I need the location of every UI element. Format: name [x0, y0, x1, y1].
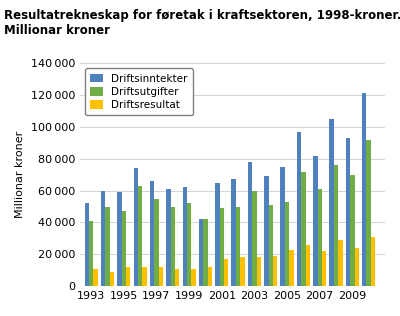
Legend: Driftsinntekter, Driftsutgifter, Driftsresultat: Driftsinntekter, Driftsutgifter, Driftsr…	[85, 69, 193, 115]
Bar	[350, 175, 354, 286]
Bar	[110, 272, 114, 286]
Bar	[175, 269, 180, 286]
Bar	[199, 219, 203, 286]
Bar	[101, 191, 105, 286]
Bar	[154, 198, 159, 286]
Bar	[187, 204, 191, 286]
Bar	[203, 219, 208, 286]
Bar	[252, 191, 257, 286]
Bar	[371, 237, 375, 286]
Bar	[289, 250, 294, 286]
Bar	[138, 186, 142, 286]
Bar	[159, 267, 163, 286]
Bar	[280, 167, 285, 286]
Bar	[306, 245, 310, 286]
Bar	[248, 162, 252, 286]
Bar	[366, 140, 371, 286]
Bar	[285, 202, 289, 286]
Bar	[268, 205, 273, 286]
Bar	[85, 204, 89, 286]
Bar	[273, 256, 277, 286]
Text: Resultatrekneskap for føretak i kraftsektoren, 1998-kroner.
Millionar kroner: Resultatrekneskap for føretak i kraftsek…	[4, 9, 400, 38]
Bar	[240, 258, 245, 286]
Bar	[236, 207, 240, 286]
Bar	[297, 132, 301, 286]
Bar	[94, 269, 98, 286]
Bar	[191, 269, 196, 286]
Bar	[150, 181, 154, 286]
Bar	[257, 258, 261, 286]
Bar	[322, 251, 326, 286]
Bar	[354, 248, 359, 286]
Bar	[330, 119, 334, 286]
Bar	[313, 155, 318, 286]
Bar	[126, 267, 130, 286]
Bar	[142, 267, 147, 286]
Bar	[105, 207, 110, 286]
Bar	[334, 165, 338, 286]
Bar	[224, 259, 228, 286]
Bar	[208, 267, 212, 286]
Bar	[134, 168, 138, 286]
Bar	[301, 172, 306, 286]
Bar	[215, 183, 220, 286]
Bar	[122, 211, 126, 286]
Bar	[232, 179, 236, 286]
Bar	[117, 192, 122, 286]
Bar	[171, 207, 175, 286]
Bar	[362, 94, 366, 286]
Bar	[338, 240, 343, 286]
Y-axis label: Millionar kroner: Millionar kroner	[15, 131, 25, 218]
Bar	[264, 176, 268, 286]
Bar	[346, 138, 350, 286]
Bar	[318, 189, 322, 286]
Bar	[166, 189, 171, 286]
Bar	[89, 221, 94, 286]
Bar	[220, 208, 224, 286]
Bar	[182, 187, 187, 286]
